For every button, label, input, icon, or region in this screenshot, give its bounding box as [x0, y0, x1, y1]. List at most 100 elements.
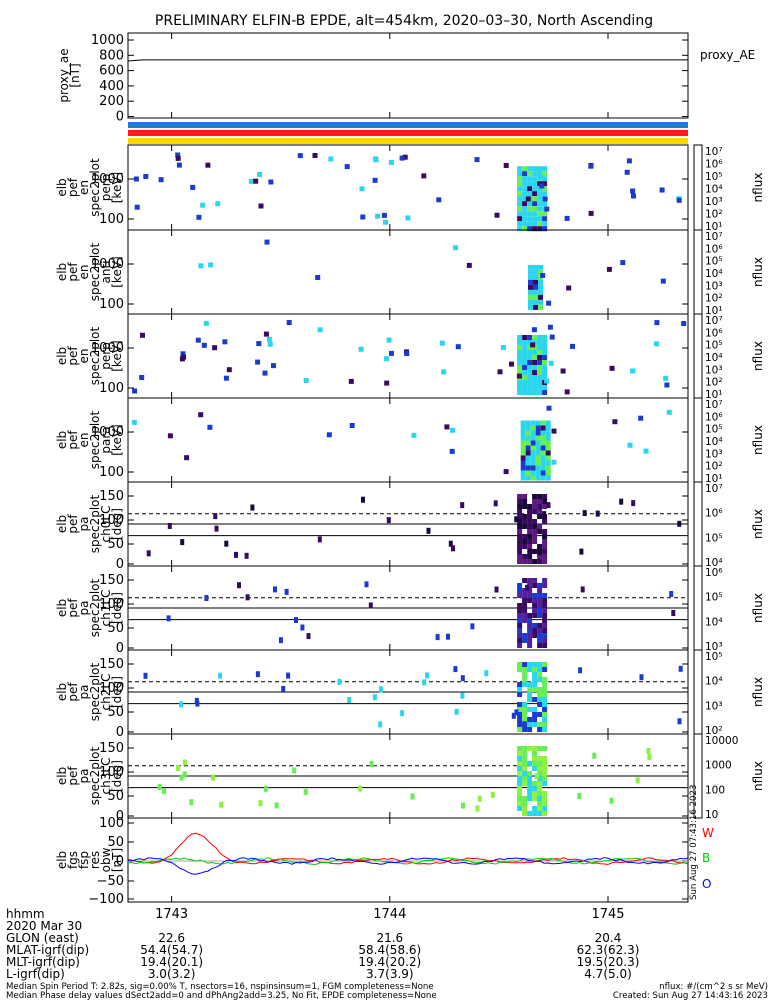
ylabel-line: elb — [55, 263, 69, 281]
burst-pixel — [517, 186, 523, 192]
burst-pixel — [532, 186, 538, 192]
footer-note-2-right: Created: Sun Aug 27 14:43:16 2023 — [613, 991, 768, 1000]
burst-pixel — [522, 781, 528, 786]
colorbar-tick-label: 10³ — [705, 364, 723, 376]
burst-pixel — [532, 751, 538, 756]
scatter-pixel — [205, 162, 211, 168]
scatter-pixel — [292, 767, 297, 774]
burst-pixel — [527, 380, 533, 385]
burst-pixel — [532, 746, 538, 751]
scatter-pixel — [619, 498, 624, 505]
ylabel-line: spec2plot — [88, 158, 102, 217]
scatter-pixel — [263, 785, 268, 792]
burst-pixel — [527, 623, 533, 628]
burst-pixel — [522, 667, 528, 672]
burst-pixel — [520, 465, 526, 471]
scatter-pixel — [546, 405, 552, 411]
scatter-pixel — [134, 204, 140, 210]
burst-pixel — [535, 435, 541, 441]
burst-pixel — [538, 304, 543, 310]
y-tick-label: 50 — [107, 621, 124, 636]
burst-pixel — [522, 633, 528, 638]
scatter-pixel — [257, 172, 263, 177]
burst-pixel — [532, 335, 538, 340]
scatter-pixel — [378, 721, 383, 728]
burst-pixel — [535, 475, 541, 481]
burst-pixel — [520, 425, 526, 431]
scatter-pixel — [493, 500, 498, 507]
burst-pixel — [522, 682, 528, 687]
burst-pixel — [527, 667, 533, 672]
burst-pixel — [542, 811, 548, 816]
scatter-pixel — [337, 678, 342, 685]
colorbar-label: nflux — [751, 593, 765, 623]
burst-pixel — [545, 440, 551, 446]
footer-row-value: 22.6 — [158, 931, 185, 945]
burst-pixel — [522, 340, 528, 345]
burst-pixel — [537, 514, 543, 519]
burst-pixel — [532, 499, 538, 504]
burst-pixel — [542, 171, 548, 177]
scatter-pixel — [525, 584, 529, 591]
scatter-pixel — [514, 709, 519, 716]
colorbar-tick-label: 10⁴ — [705, 436, 723, 448]
scatter-pixel — [436, 197, 442, 203]
colorbar-frame — [693, 313, 703, 399]
scatter-pixel — [534, 773, 539, 780]
burst-pixel — [533, 274, 538, 280]
burst-pixel — [522, 355, 528, 360]
ylabel-line: pa — [77, 601, 91, 616]
burst-pixel — [542, 340, 548, 345]
ylabel-line: ch1LC — [99, 590, 113, 627]
colorbar-tick-label: 10⁵ — [705, 592, 723, 604]
y-tick-label: 100 — [99, 681, 124, 696]
scatter-pixel — [358, 785, 363, 792]
burst-pixel — [542, 345, 548, 350]
scatter-pixel — [256, 341, 262, 347]
burst-pixel — [533, 264, 538, 270]
scatter-pixel — [411, 432, 417, 438]
burst-pixel — [532, 176, 538, 182]
scatter-pixel — [167, 523, 172, 529]
burst-pixel — [532, 583, 538, 588]
burst-pixel — [542, 766, 548, 771]
colorbar-tick-label: 10⁶ — [705, 159, 723, 171]
burst-pixel — [537, 221, 543, 227]
burst-pixel — [532, 519, 538, 524]
burst-pixel — [540, 445, 546, 451]
burst-pixel — [522, 608, 528, 613]
burst-pixel — [532, 633, 538, 638]
scatter-pixel — [630, 368, 636, 374]
burst-pixel — [537, 201, 543, 207]
scatter-pixel — [475, 805, 480, 812]
burst-pixel — [532, 355, 538, 360]
burst-pixel — [527, 776, 533, 781]
burst-pixel — [542, 687, 548, 692]
burst-pixel — [537, 588, 543, 593]
burst-pixel — [533, 289, 538, 295]
scatter-pixel — [631, 193, 636, 199]
burst-pixel — [520, 470, 526, 476]
burst-pixel — [537, 499, 543, 504]
burst-pixel — [517, 722, 523, 727]
burst-pixel — [537, 345, 543, 350]
burst-pixel — [542, 643, 548, 648]
burst-pixel — [532, 360, 538, 365]
burst-pixel — [542, 211, 548, 217]
burst-pixel — [527, 390, 533, 395]
scatter-pixel — [470, 623, 475, 630]
burst-pixel — [532, 211, 538, 217]
footer-row-value: 54.4(54.7) — [140, 943, 203, 957]
burst-pixel — [532, 781, 538, 786]
ylabel-line: [deg] — [110, 592, 124, 624]
burst-pixel — [527, 226, 533, 232]
colorbar-tick-label: 10³ — [705, 641, 723, 653]
burst-pixel — [522, 761, 528, 766]
scatter-pixel — [300, 624, 305, 631]
burst-pixel — [542, 519, 548, 524]
scatter-pixel — [522, 721, 527, 728]
burst-pixel — [537, 746, 543, 751]
scatter-pixel — [588, 163, 594, 169]
burst-pixel — [537, 801, 543, 806]
burst-pixel — [532, 201, 538, 207]
